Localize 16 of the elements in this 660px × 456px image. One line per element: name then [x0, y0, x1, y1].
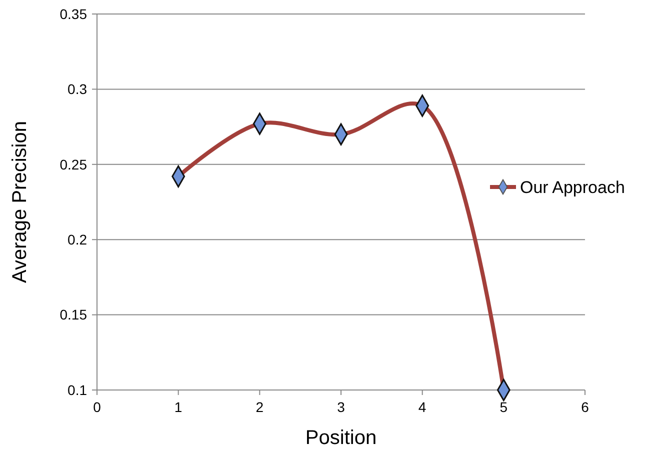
- x-tick-label: 1: [174, 399, 182, 415]
- x-tick-label: 4: [418, 399, 426, 415]
- x-tick-label: 3: [337, 399, 346, 415]
- x-tick-label: 6: [581, 399, 590, 415]
- x-axis-title: Position: [305, 427, 377, 449]
- x-tick-label: 2: [256, 399, 264, 415]
- y-tick-label: 0.1: [68, 382, 88, 398]
- legend-label: Our Approach: [520, 178, 625, 197]
- x-tick-label: 5: [500, 399, 508, 415]
- y-tick-label: 0.15: [60, 306, 88, 323]
- y-tick-label: 0.2: [68, 232, 88, 248]
- y-tick-label: 0.25: [60, 156, 88, 172]
- y-tick-label: 0.3: [68, 81, 88, 98]
- x-tick-label: 0: [93, 399, 102, 415]
- y-axis-title: Average Precision: [9, 121, 31, 283]
- y-tick-label: 0.35: [60, 6, 88, 22]
